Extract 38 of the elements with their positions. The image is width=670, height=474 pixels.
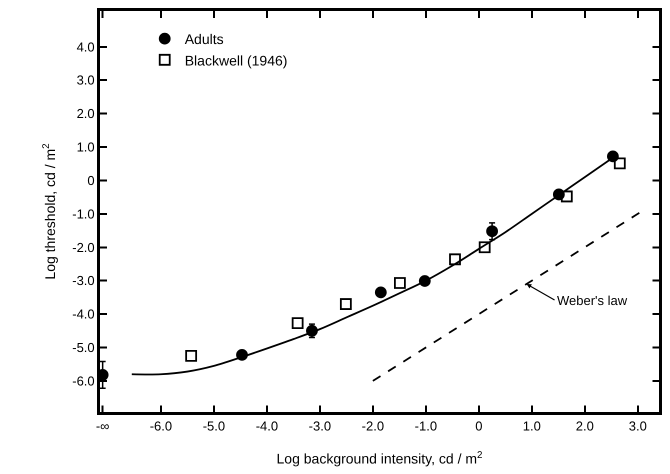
point [292, 317, 304, 330]
annotation: Weber's law [557, 293, 628, 308]
y-tick-label: -4.0 [72, 306, 95, 322]
y-tick-label: 0 [87, 172, 95, 188]
x-tick-label: 2.0 [576, 418, 594, 434]
point [418, 275, 431, 287]
x-tick-label: -4.0 [256, 418, 278, 434]
point [394, 277, 406, 289]
y-tick-label: -2.0 [72, 240, 95, 255]
point [340, 298, 352, 310]
x-tick-label: 1.0 [522, 418, 541, 434]
x-tick-label: -6.0 [150, 418, 172, 434]
x-tick-label: -3.0 [308, 418, 332, 434]
x-tick-label: 0 [475, 418, 482, 434]
x-tick-label: 3.0 [628, 418, 647, 434]
legend-label: Blackwell (1946) [184, 52, 288, 68]
y-tick-label: 3.0 [76, 72, 95, 88]
y-tick-label: 2.0 [76, 106, 95, 122]
x-tick-label: -2.0 [362, 418, 384, 434]
y-tick-label: 1.0 [76, 140, 95, 155]
x-tick-label: -5.0 [202, 418, 226, 434]
point [449, 253, 461, 266]
point [185, 350, 198, 362]
y-tick-label: 4.0 [76, 39, 95, 54]
point [374, 286, 387, 298]
point [478, 241, 491, 254]
y-tick-label: -6.0 [72, 373, 95, 388]
point [236, 348, 248, 361]
x-axis-title: Log background intensity, cd / m$^{2}$ [276, 450, 482, 467]
point [560, 190, 573, 202]
y-tick-label: -5.0 [72, 340, 95, 356]
point [614, 157, 626, 170]
y-tick-label: -3.0 [72, 273, 95, 288]
point [486, 225, 498, 238]
x-tick-label: -1.0 [414, 418, 438, 434]
legend-label: Adults [184, 31, 224, 48]
y-tick-label: -1.0 [72, 206, 95, 222]
x-tick-label: -∞ [96, 418, 110, 434]
